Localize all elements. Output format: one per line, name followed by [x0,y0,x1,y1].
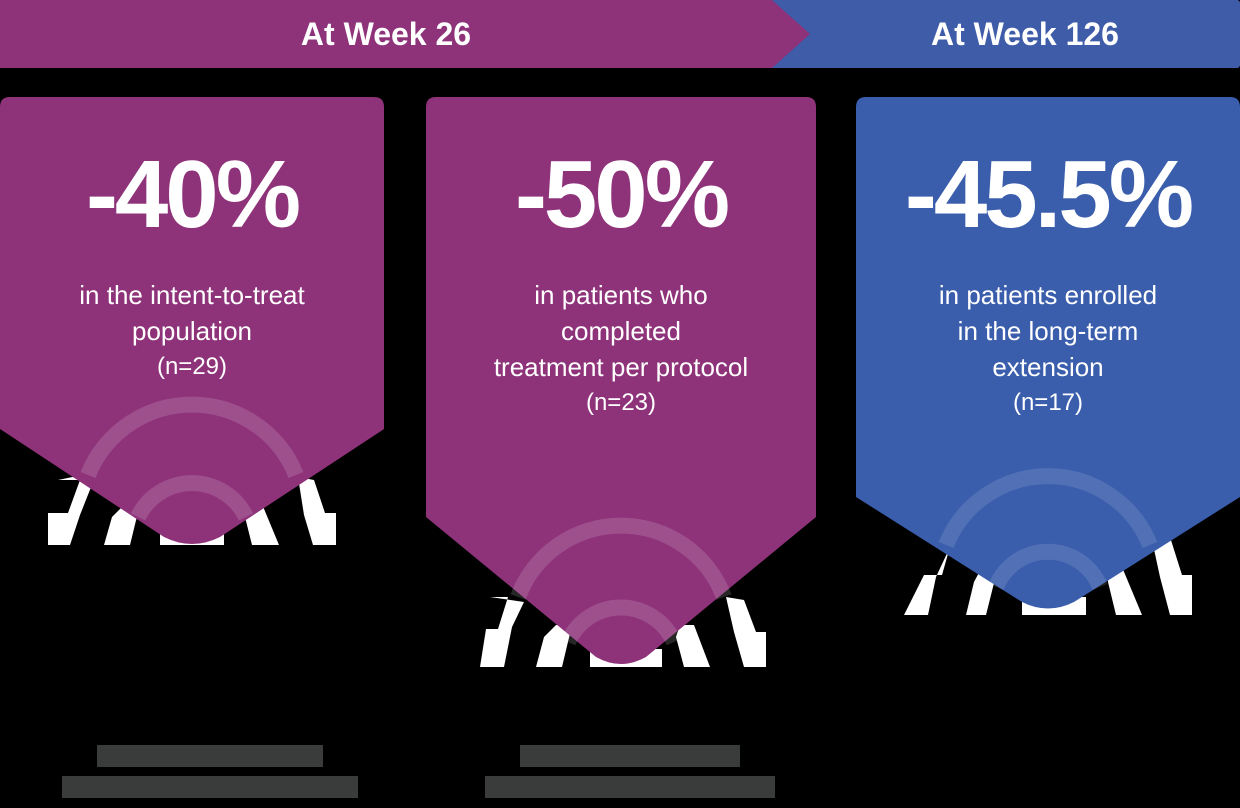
card-shield-shape [856,97,1240,615]
stat-value: -40% [85,141,301,248]
stat-card-per-protocol: -50% in patients who completed treatment… [426,97,816,677]
description-line: in the long-term [957,316,1139,346]
banner-arrow-shape [0,0,1240,68]
stat-description: in the intent-to-treat population [0,277,384,349]
baseline-footnote-2 [480,736,780,807]
description-line: completed [561,316,681,346]
footnote-line [62,776,358,798]
stat-value: -45.5% [904,141,1194,248]
week26-label: At Week 26 [300,16,472,52]
stat-card-long-term-extension: -45.5% in patients enrolled in the long-… [856,97,1240,617]
description-line: population [132,316,252,346]
description-line: in the intent-to-treat [79,280,305,310]
card-content: -45.5% in patients enrolled in the long-… [856,97,1240,421]
footnote-line [520,745,740,767]
week126-label: At Week 126 [931,16,1119,52]
sample-size: (n=17) [1012,389,1084,416]
description-line: in patients enrolled [938,280,1158,310]
card-content: -40% in the intent-to-treat population (… [0,97,384,385]
stat-value: -50% [514,141,730,248]
footnote-line [485,776,775,798]
description-line: in patients who [534,280,708,310]
card-content: -50% in patients who completed treatment… [426,97,816,421]
stat-card-itt: -40% in the intent-to-treat population (… [0,97,384,557]
stat-description: in patients enrolled in the long-term ex… [856,277,1240,385]
description-line: extension [992,352,1104,382]
baseline-footnote-1 [60,736,360,807]
card-shield-shape [0,97,384,545]
footnote-line [97,745,323,767]
sample-size: (n=23) [585,389,657,416]
description-line: treatment per protocol [493,352,749,382]
stat-description: in patients who completed treatment per … [426,277,816,385]
card-shield-shape [426,97,816,667]
sample-size: (n=29) [156,353,228,380]
timeline-banner: At Week 26 At Week 126 [0,0,1240,68]
